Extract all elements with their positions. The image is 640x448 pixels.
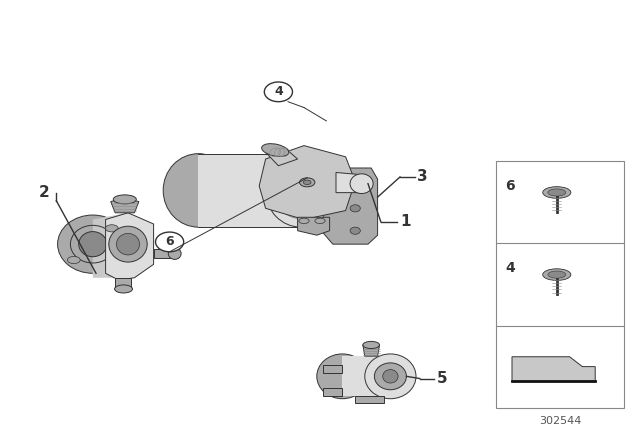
Polygon shape xyxy=(106,213,154,280)
Polygon shape xyxy=(336,172,362,193)
Ellipse shape xyxy=(350,182,360,190)
Ellipse shape xyxy=(315,218,325,224)
Ellipse shape xyxy=(274,162,328,219)
Text: 4: 4 xyxy=(505,261,515,275)
Polygon shape xyxy=(323,168,378,244)
Ellipse shape xyxy=(116,233,140,255)
Ellipse shape xyxy=(317,354,368,399)
Ellipse shape xyxy=(363,341,380,349)
Ellipse shape xyxy=(168,248,181,259)
Polygon shape xyxy=(355,396,384,403)
Polygon shape xyxy=(111,199,139,213)
Polygon shape xyxy=(93,213,154,278)
Ellipse shape xyxy=(350,174,373,194)
Ellipse shape xyxy=(350,227,360,234)
Polygon shape xyxy=(512,357,595,381)
Ellipse shape xyxy=(374,363,406,390)
Polygon shape xyxy=(115,278,131,289)
Text: 1: 1 xyxy=(400,214,410,229)
Polygon shape xyxy=(266,148,298,166)
Text: 4: 4 xyxy=(274,85,283,99)
Ellipse shape xyxy=(291,180,311,201)
Ellipse shape xyxy=(299,218,309,224)
Polygon shape xyxy=(259,146,355,220)
FancyBboxPatch shape xyxy=(496,161,624,408)
Polygon shape xyxy=(198,154,301,227)
Ellipse shape xyxy=(543,269,571,280)
Ellipse shape xyxy=(67,256,80,263)
Ellipse shape xyxy=(543,187,571,198)
Text: 3: 3 xyxy=(417,169,428,185)
Ellipse shape xyxy=(163,154,234,227)
Ellipse shape xyxy=(303,180,311,185)
Circle shape xyxy=(264,82,292,102)
Text: 2: 2 xyxy=(39,185,50,200)
Ellipse shape xyxy=(113,195,136,204)
Text: 6: 6 xyxy=(165,235,174,249)
Polygon shape xyxy=(298,217,330,235)
Polygon shape xyxy=(342,356,390,396)
Ellipse shape xyxy=(79,232,107,257)
Polygon shape xyxy=(154,249,175,258)
Text: 6: 6 xyxy=(505,179,515,193)
Ellipse shape xyxy=(365,354,416,399)
Ellipse shape xyxy=(300,178,315,187)
Ellipse shape xyxy=(109,226,147,262)
Ellipse shape xyxy=(58,215,128,273)
Ellipse shape xyxy=(106,225,118,232)
Ellipse shape xyxy=(115,285,132,293)
Polygon shape xyxy=(363,345,380,356)
Ellipse shape xyxy=(383,370,398,383)
Ellipse shape xyxy=(282,170,320,211)
Ellipse shape xyxy=(266,154,336,227)
Text: 5: 5 xyxy=(436,371,447,386)
Polygon shape xyxy=(323,365,342,373)
Text: 302544: 302544 xyxy=(539,416,581,426)
Polygon shape xyxy=(323,388,342,396)
Ellipse shape xyxy=(350,205,360,212)
Ellipse shape xyxy=(297,186,305,194)
Ellipse shape xyxy=(548,189,566,196)
Ellipse shape xyxy=(548,271,566,278)
Ellipse shape xyxy=(262,144,289,156)
Circle shape xyxy=(156,232,184,252)
